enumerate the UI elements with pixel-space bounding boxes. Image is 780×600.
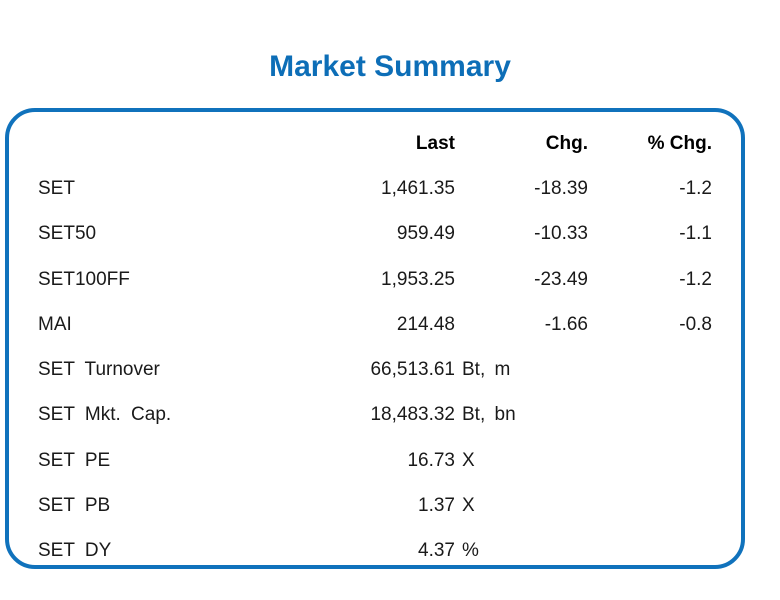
last-unit: X: [462, 495, 475, 517]
table-row: SET PE 16.73 X: [38, 438, 741, 483]
last-value: 1,461.35: [381, 177, 455, 199]
row-label: SET PE: [38, 449, 111, 471]
table-row: SET PB 1.37 X: [38, 483, 741, 528]
table-row: SET Mkt. Cap. 18,483.32 Bt, bn: [38, 393, 741, 438]
header-last-cell: Last: [249, 133, 527, 155]
last-cell: 66,513.61 Bt, m: [249, 359, 527, 381]
table-row: SET DY 4.37 %: [38, 529, 741, 565]
chg-value: -18.39: [534, 177, 588, 199]
market-summary-panel: Last Chg. % Chg. SET 1,461.35 -18.39 -1.…: [5, 108, 745, 569]
last-value: 1.37: [418, 495, 455, 517]
chg-value: -23.49: [534, 268, 588, 290]
last-value: 214.48: [396, 313, 455, 335]
last-cell: 4.37 %: [249, 540, 527, 562]
last-cell: 16.73 X: [249, 450, 527, 472]
page-title: Market Summary: [269, 50, 511, 83]
last-value: 959.49: [396, 223, 455, 245]
table-row: SET 1,461.35 -18.39 -1.2: [38, 166, 741, 211]
pct-chg-value: -1.2: [679, 177, 712, 199]
row-label: SET100FF: [38, 268, 130, 290]
last-value: 18,483.32: [370, 404, 455, 426]
chg-value: -1.66: [544, 313, 588, 335]
pct-chg-value: -1.2: [679, 268, 712, 290]
row-label: SET PB: [38, 495, 111, 517]
row-label: SET50: [38, 223, 97, 245]
chg-value: -10.33: [534, 223, 588, 245]
last-cell: 214.48: [249, 314, 527, 336]
last-cell: 1,461.35: [249, 178, 527, 200]
last-value: 66,513.61: [370, 359, 455, 381]
last-unit: %: [462, 540, 479, 562]
last-cell: 959.49: [249, 223, 527, 245]
column-header-last: Last: [415, 132, 455, 154]
table-row: SET Turnover 66,513.61 Bt, m: [38, 347, 741, 392]
last-cell: 1.37 X: [249, 495, 527, 517]
row-label: SET Turnover: [38, 359, 160, 381]
last-unit: X: [462, 449, 475, 471]
last-unit: Bt, m: [462, 359, 511, 381]
table-row: SET100FF 1,953.25 -23.49 -1.2: [38, 257, 741, 302]
last-value: 1,953.25: [381, 268, 455, 290]
column-header-chg: Chg.: [545, 132, 588, 154]
last-unit: Bt, bn: [462, 404, 516, 426]
pct-chg-value: -1.1: [679, 223, 712, 245]
column-header-pct-chg: % Chg.: [647, 132, 712, 154]
row-label: SET Mkt. Cap.: [38, 404, 172, 426]
last-cell: 1,953.25: [249, 269, 527, 291]
row-label: MAI: [38, 313, 72, 335]
last-value: 4.37: [418, 540, 455, 562]
last-value: 16.73: [407, 449, 455, 471]
table-header-row: Last Chg. % Chg.: [38, 121, 741, 166]
row-label: SET: [38, 177, 75, 199]
table-row: MAI 214.48 -1.66 -0.8: [38, 302, 741, 347]
row-label: SET DY: [38, 540, 112, 562]
table-row: SET50 959.49 -10.33 -1.1: [38, 212, 741, 257]
last-cell: 18,483.32 Bt, bn: [249, 404, 527, 426]
pct-chg-value: -0.8: [679, 313, 712, 335]
